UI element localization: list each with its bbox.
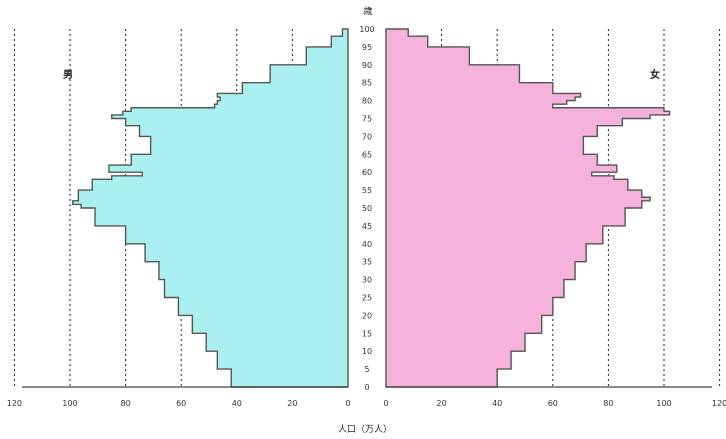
y-tick: 20 (362, 311, 372, 320)
male-area (72, 28, 349, 388)
y-tick: 10 (362, 347, 372, 356)
x-tick-right: 20 (437, 399, 447, 408)
y-axis-title: 歳 (363, 5, 372, 17)
y-tick: 100 (359, 25, 374, 34)
x-tick-left: 0 (345, 399, 350, 408)
y-tick: 30 (362, 276, 372, 285)
x-tick-right: 60 (548, 399, 558, 408)
x-tick-right: 100 (656, 399, 671, 408)
x-tick-left: 40 (232, 399, 242, 408)
x-tick-left: 120 (7, 399, 22, 408)
x-tick-right: 40 (492, 399, 502, 408)
axes: 120 100 80 60 40 20 0 0 20 40 60 80 100 120 0 5 10 15 20 25… (7, 25, 726, 408)
x-tick-left: 60 (176, 399, 186, 408)
x-tick-left: 20 (287, 399, 297, 408)
y-tick: 80 (362, 97, 372, 106)
x-tick-right: 0 (383, 399, 388, 408)
y-tick: 0 (364, 383, 369, 392)
x-axis-title: 人口（万人） (338, 424, 392, 435)
y-tick: 85 (362, 79, 372, 88)
x-tick-right: 120 (712, 399, 726, 408)
female-label: 女 (650, 68, 660, 81)
y-tick: 65 (362, 150, 372, 159)
y-tick: 95 (362, 43, 372, 52)
y-tick: 35 (362, 258, 372, 267)
x-tick-left: 100 (62, 399, 77, 408)
y-tick: 90 (362, 61, 372, 70)
x-tick-right: 80 (603, 399, 613, 408)
female-area (385, 28, 671, 388)
pyramid-areas (72, 28, 671, 388)
y-tick: 50 (362, 204, 372, 213)
y-tick: 70 (362, 132, 372, 141)
y-tick: 15 (362, 329, 372, 338)
y-tick: 55 (362, 186, 372, 195)
y-tick: 75 (362, 115, 372, 124)
y-tick: 25 (362, 294, 372, 303)
y-tick: 60 (362, 168, 372, 177)
y-tick: 5 (364, 365, 369, 374)
y-tick: 40 (362, 240, 372, 249)
x-tick-left: 80 (121, 399, 131, 408)
y-tick: 45 (362, 222, 372, 231)
male-label: 男 (63, 69, 73, 81)
